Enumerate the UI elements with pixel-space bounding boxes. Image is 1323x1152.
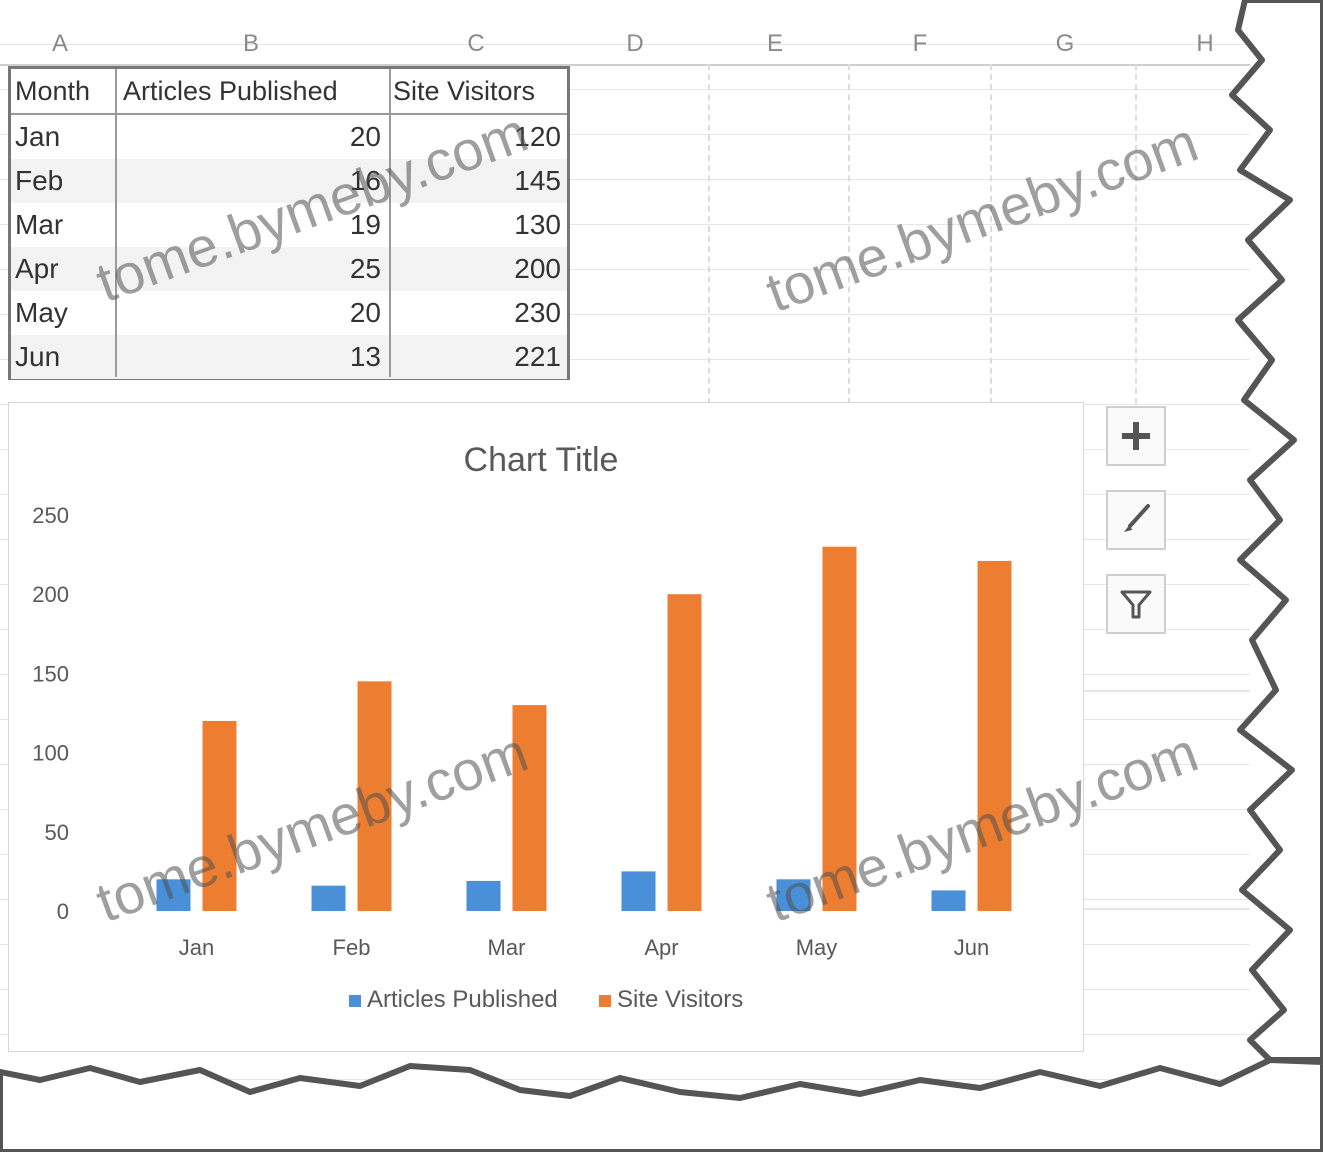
table-row: Apr 25 200 [11,247,567,291]
bar-chart[interactable]: Chart Title 0 50 100 150 200 250 Jan Feb Mar Apr… [9,403,1083,1051]
chart-container[interactable]: Chart Title 0 50 100 150 200 250 Jan Feb Mar Apr… [8,402,1084,1052]
header-cell-articles[interactable]: Articles Published [123,76,338,106]
month-cell[interactable]: Apr [15,253,59,284]
month-cell[interactable]: Mar [15,209,64,240]
bar-articles-published[interactable] [156,879,191,911]
filter-icon [1120,590,1152,619]
header-divider [11,113,567,115]
spreadsheet-area: A B C D E F G H Month Articles Published… [0,0,1250,1085]
y-tick-label: 200 [32,582,69,607]
column-header-h[interactable]: H [1196,30,1214,57]
y-tick-label: 100 [32,741,69,766]
column-header-e[interactable]: E [766,30,783,57]
bar-site-visitors[interactable] [822,546,857,911]
bar-articles-published[interactable] [311,885,346,911]
articles-cell[interactable]: 20 [349,121,381,152]
y-axis: 0 50 100 150 200 250 [32,503,69,924]
bar-articles-published[interactable] [776,879,811,911]
legend-label-articles[interactable]: Articles Published [367,986,558,1013]
articles-cell[interactable]: 20 [349,297,381,328]
bar-site-visitors[interactable] [977,560,1012,911]
bar-site-visitors[interactable] [512,705,547,911]
bar-articles-published[interactable] [621,871,656,911]
table-row: Jan 20 120 [11,115,567,159]
plus-icon [1122,422,1150,450]
bar-site-visitors[interactable] [202,720,237,911]
x-tick-label: Mar [488,935,526,960]
brush-icon [1124,504,1150,532]
table-header-row: Month Articles Published Site Visitors [11,69,567,113]
column-header-g[interactable]: G [1055,30,1075,57]
articles-cell[interactable]: 25 [349,253,381,284]
header-cell-visitors[interactable]: Site Visitors [393,76,536,106]
articles-cell[interactable]: 13 [349,341,381,372]
column-divider [115,69,117,377]
grid-line [990,64,992,404]
table-row: Jun 13 221 [11,335,567,379]
grid-line [1135,64,1137,404]
legend-swatch-visitors [599,995,611,1007]
y-tick-label: 0 [57,899,69,924]
legend-swatch-articles [349,995,361,1007]
table-row: Feb 16 145 [11,159,567,203]
chart-title[interactable]: Chart Title [464,441,619,479]
column-header-a[interactable]: A [51,30,68,57]
bar-site-visitors[interactable] [667,594,702,911]
x-tick-label: Apr [644,935,678,960]
month-cell[interactable]: May [15,297,68,328]
column-header-c[interactable]: C [467,30,485,57]
articles-cell[interactable]: 16 [349,165,381,196]
column-headers: A B C D E F G H [0,24,1250,64]
legend[interactable]: Articles Published Site Visitors [349,986,743,1013]
x-tick-label: May [796,935,838,960]
articles-cell[interactable]: 19 [349,209,381,240]
table-row: Mar 19 130 [11,203,567,247]
y-tick-label: 150 [32,661,69,686]
bar-site-visitors[interactable] [357,681,392,911]
y-tick-label: 250 [32,503,69,528]
visitors-cell[interactable]: 200 [514,253,561,284]
x-tick-label: Jan [179,935,214,960]
table-row: May 20 230 [11,291,567,335]
column-divider [389,69,391,377]
month-cell[interactable]: Feb [15,165,64,196]
grid-line [848,64,850,404]
data-table: Month Articles Published Site Visitors J… [8,66,570,380]
bar-articles-published[interactable] [931,890,966,911]
y-tick-label: 50 [45,820,69,845]
grid-line [708,64,710,404]
column-header-f[interactable]: F [912,30,928,57]
column-header-b[interactable]: B [242,30,259,57]
bar-articles-published[interactable] [466,880,501,911]
legend-label-visitors[interactable]: Site Visitors [617,986,743,1013]
chart-filters-button[interactable] [1106,574,1166,634]
chart-styles-button[interactable] [1106,490,1166,550]
chart-elements-button[interactable] [1106,406,1166,466]
header-divider [0,64,1250,66]
bars-group [156,546,1012,911]
x-tick-label: Feb [333,935,371,960]
visitors-cell[interactable]: 120 [514,121,561,152]
header-cell-month[interactable]: Month [15,76,91,106]
month-cell[interactable]: Jun [15,341,61,372]
visitors-cell[interactable]: 130 [514,209,561,240]
x-axis: Jan Feb Mar Apr May Jun [179,935,989,960]
visitors-cell[interactable]: 145 [514,165,561,196]
column-header-d[interactable]: D [626,30,644,57]
grid-line [1084,690,1250,692]
grid-line [1084,908,1250,910]
x-tick-label: Jun [954,935,989,960]
visitors-cell[interactable]: 221 [514,341,561,372]
visitors-cell[interactable]: 230 [514,297,561,328]
month-cell[interactable]: Jan [15,121,61,152]
